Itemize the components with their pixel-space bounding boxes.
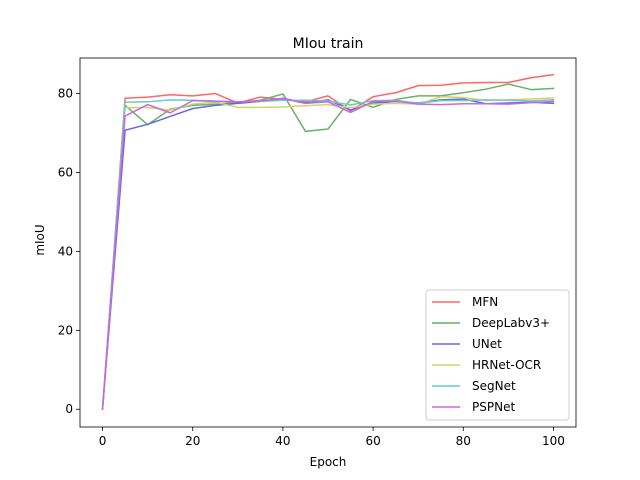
legend-box bbox=[425, 289, 570, 421]
y-tick-label: 60 bbox=[58, 165, 73, 179]
series-line-unet bbox=[101, 97, 555, 411]
legend-label: HRNet-OCR bbox=[472, 358, 541, 372]
x-tick-label: 40 bbox=[275, 434, 290, 448]
series-line-pspnet bbox=[101, 97, 555, 411]
x-tick-label: 80 bbox=[456, 434, 471, 448]
x-tick-label: 100 bbox=[542, 434, 565, 448]
x-tick-label: 20 bbox=[185, 434, 200, 448]
legend-label: MFN bbox=[472, 295, 498, 309]
plot-frame bbox=[79, 57, 577, 428]
series-line-segnet bbox=[101, 99, 555, 411]
series-line-mfn bbox=[101, 73, 555, 411]
x-tick-label: 60 bbox=[365, 434, 380, 448]
legend-label: PSPNet bbox=[472, 400, 515, 414]
y-tick-label: 80 bbox=[58, 87, 73, 101]
legend-label: DeepLabv3+ bbox=[472, 316, 550, 330]
legend-label: UNet bbox=[472, 337, 502, 351]
y-tick-label: 0 bbox=[65, 402, 73, 416]
legend-label: SegNet bbox=[472, 379, 516, 393]
y-tick-label: 40 bbox=[58, 244, 73, 258]
y-axis-label: mIoU bbox=[33, 224, 47, 255]
chart-title: MIou train bbox=[293, 36, 364, 52]
y-tick-label: 20 bbox=[58, 323, 73, 337]
x-axis-label: Epoch bbox=[310, 455, 347, 469]
x-tick-label: 0 bbox=[99, 434, 107, 448]
